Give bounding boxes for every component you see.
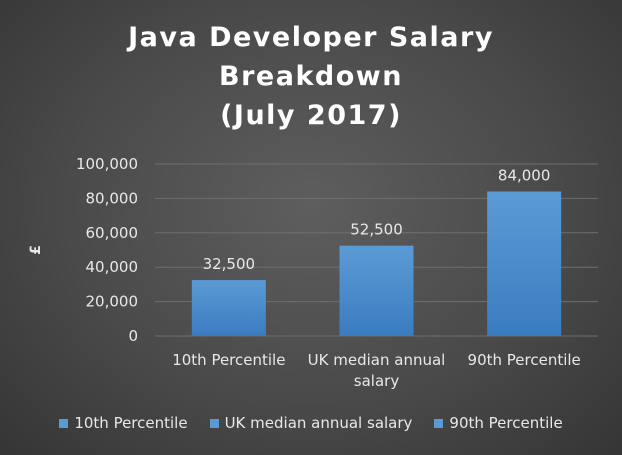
chart-title-line-3: (July 2017) [220, 100, 402, 131]
legend: 10th Percentile UK median annual salary … [0, 414, 622, 432]
y-tick-label: 0 [128, 327, 138, 345]
legend-label: UK median annual salary [224, 414, 413, 432]
bar [487, 191, 562, 336]
x-tick-label: UK median annual salary [308, 351, 446, 390]
y-tick-label: 20,000 [86, 293, 139, 311]
y-axis-label: £ [28, 245, 44, 255]
data-label: 84,000 [498, 167, 551, 185]
chart-title-line-1: Java Developer Salary [128, 22, 494, 53]
data-label: 52,500 [350, 221, 403, 239]
y-tick-label: 40,000 [86, 258, 139, 276]
x-tick-label: 10th Percentile [172, 351, 285, 369]
y-tick-label: 60,000 [86, 224, 139, 242]
bar [339, 245, 414, 336]
y-tick-label: 100,000 [76, 155, 138, 173]
legend-label: 90th Percentile [449, 414, 563, 432]
legend-item: UK median annual salary [209, 414, 413, 432]
y-tick-label: 80,000 [86, 189, 139, 207]
chart-title-line-2: Breakdown [219, 61, 403, 92]
bar [191, 280, 266, 336]
data-label: 32,500 [203, 255, 256, 273]
legend-swatch [209, 418, 219, 428]
legend-swatch [434, 418, 444, 428]
legend-item: 10th Percentile [59, 414, 188, 432]
legend-item: 90th Percentile [434, 414, 563, 432]
legend-label: 10th Percentile [74, 414, 188, 432]
legend-swatch [59, 418, 69, 428]
x-tick-label: 90th Percentile [468, 351, 581, 369]
